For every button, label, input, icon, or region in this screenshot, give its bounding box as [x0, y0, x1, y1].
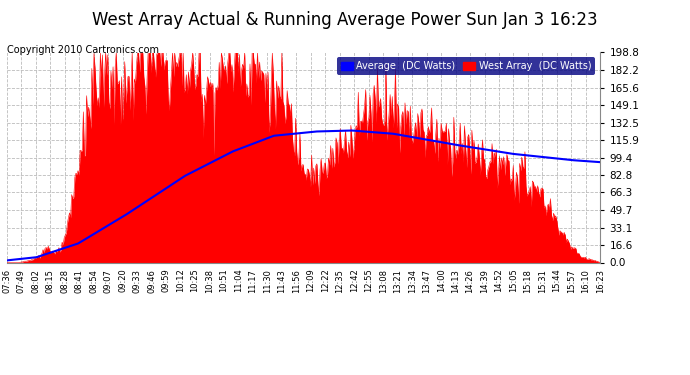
Legend: Average  (DC Watts), West Array  (DC Watts): Average (DC Watts), West Array (DC Watts… — [337, 57, 595, 75]
Text: Copyright 2010 Cartronics.com: Copyright 2010 Cartronics.com — [7, 45, 159, 55]
Text: West Array Actual & Running Average Power Sun Jan 3 16:23: West Array Actual & Running Average Powe… — [92, 11, 598, 29]
